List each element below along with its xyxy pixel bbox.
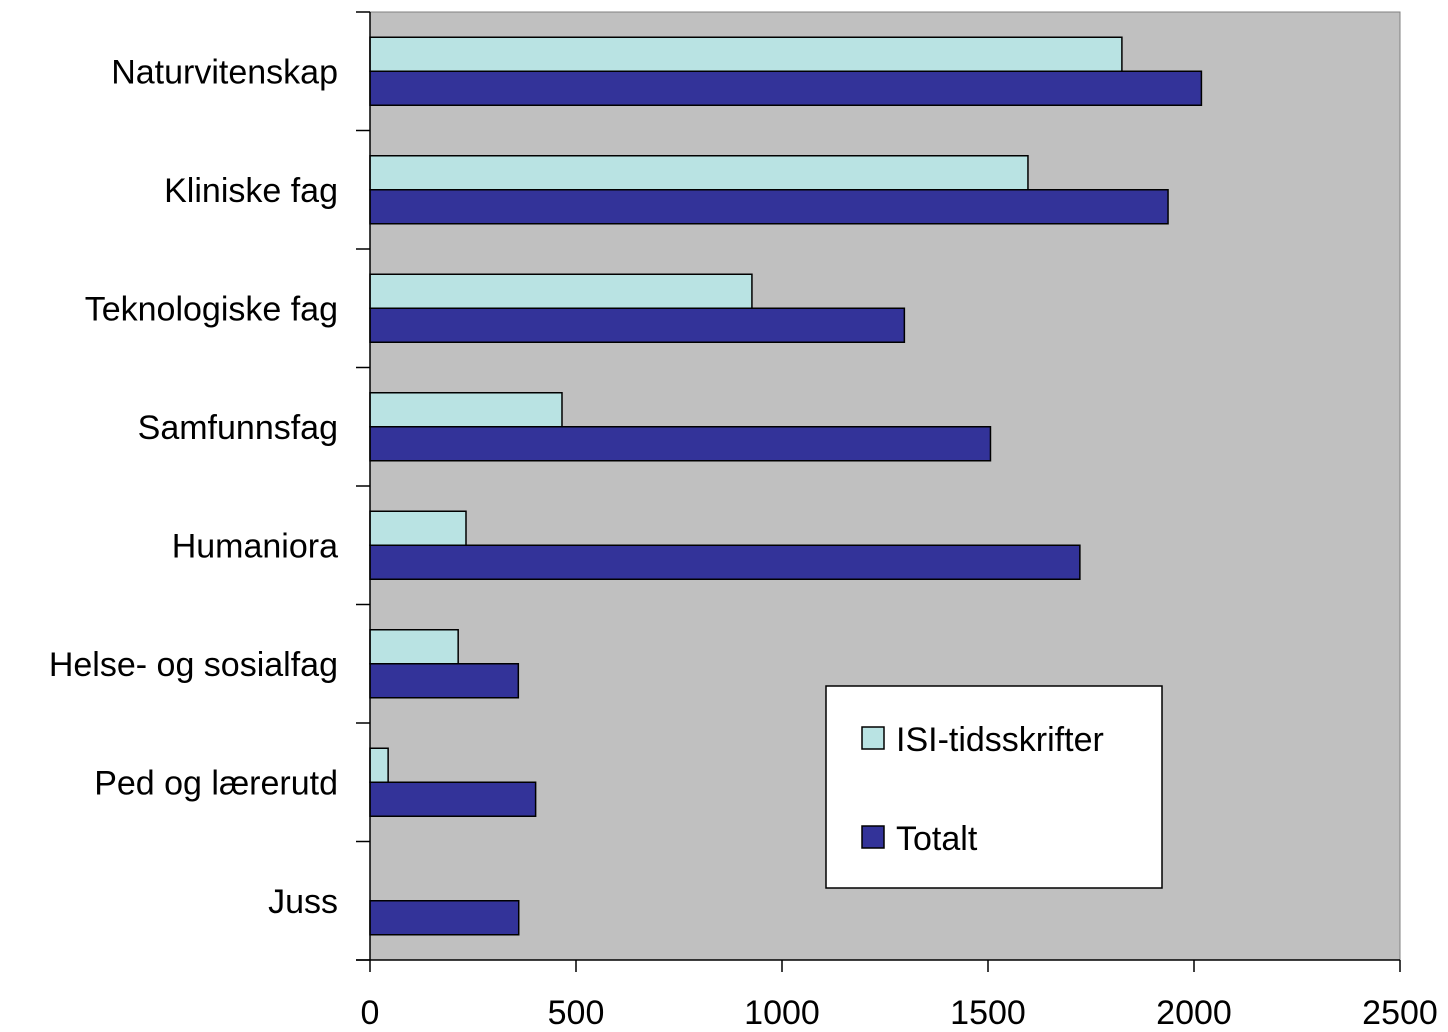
category-label-samfunnsfag: Samfunnsfag (138, 409, 338, 447)
legend-label-isi: ISI-tidsskrifter (896, 721, 1104, 759)
legend-label-totalt: Totalt (896, 820, 978, 858)
x-tick-label-500: 500 (548, 994, 605, 1032)
bar-totalt-helse-og-sosialfag (369, 663, 520, 699)
category-label-kliniske-fag: Kliniske fag (164, 172, 338, 210)
legend-swatch-totalt (861, 825, 885, 849)
bar-isi-tidsskrifter-ped-og-laererutd (369, 747, 389, 783)
bar-totalt-kliniske-fag (369, 189, 1169, 225)
axes-layer (356, 11, 1401, 972)
bar-totalt-samfunnsfag (369, 426, 992, 462)
x-tick-label-1500: 1500 (950, 994, 1026, 1032)
legend: ISI-tidsskrifter Totalt (825, 685, 1163, 889)
labels-layer: Naturvitenskap Kliniske fag Teknologiske f… (49, 53, 1438, 1032)
bar-isi-tidsskrifter-kliniske-fag (369, 155, 1029, 191)
category-label-helse-og-sosialfag: Helse- og sosialfag (49, 646, 338, 684)
bar-isi-tidsskrifter-humaniora (369, 510, 467, 546)
bar-totalt-humaniora (369, 544, 1081, 580)
category-label-juss: Juss (268, 883, 338, 921)
bar-isi-tidsskrifter-naturvitenskap (369, 36, 1123, 72)
bar-isi-tidsskrifter-samfunnsfag (369, 392, 563, 428)
x-tick-label-0: 0 (361, 994, 380, 1032)
bar-totalt-naturvitenskap (369, 70, 1203, 106)
x-tick-label-2000: 2000 (1156, 994, 1232, 1032)
bar-totalt-teknologiske-fag (369, 307, 906, 343)
bar-isi-tidsskrifter-teknologiske-fag (369, 273, 753, 309)
category-label-ped-og-laererutd: Ped og lærerutd (94, 764, 338, 802)
x-tick-label-1000: 1000 (744, 994, 820, 1032)
legend-box (825, 685, 1163, 889)
bar-totalt-ped-og-laererutd (369, 781, 537, 817)
bars-layer (369, 36, 1203, 936)
bar-isi-tidsskrifter-helse-og-sosialfag (369, 629, 459, 665)
category-label-humaniora: Humaniora (172, 527, 338, 565)
bar-totalt-juss (369, 900, 520, 936)
legend-swatch-isi (861, 726, 885, 750)
category-label-naturvitenskap: Naturvitenskap (111, 53, 338, 91)
x-tick-label-2500: 2500 (1362, 994, 1438, 1032)
category-label-teknologiske-fag: Teknologiske fag (85, 290, 338, 328)
